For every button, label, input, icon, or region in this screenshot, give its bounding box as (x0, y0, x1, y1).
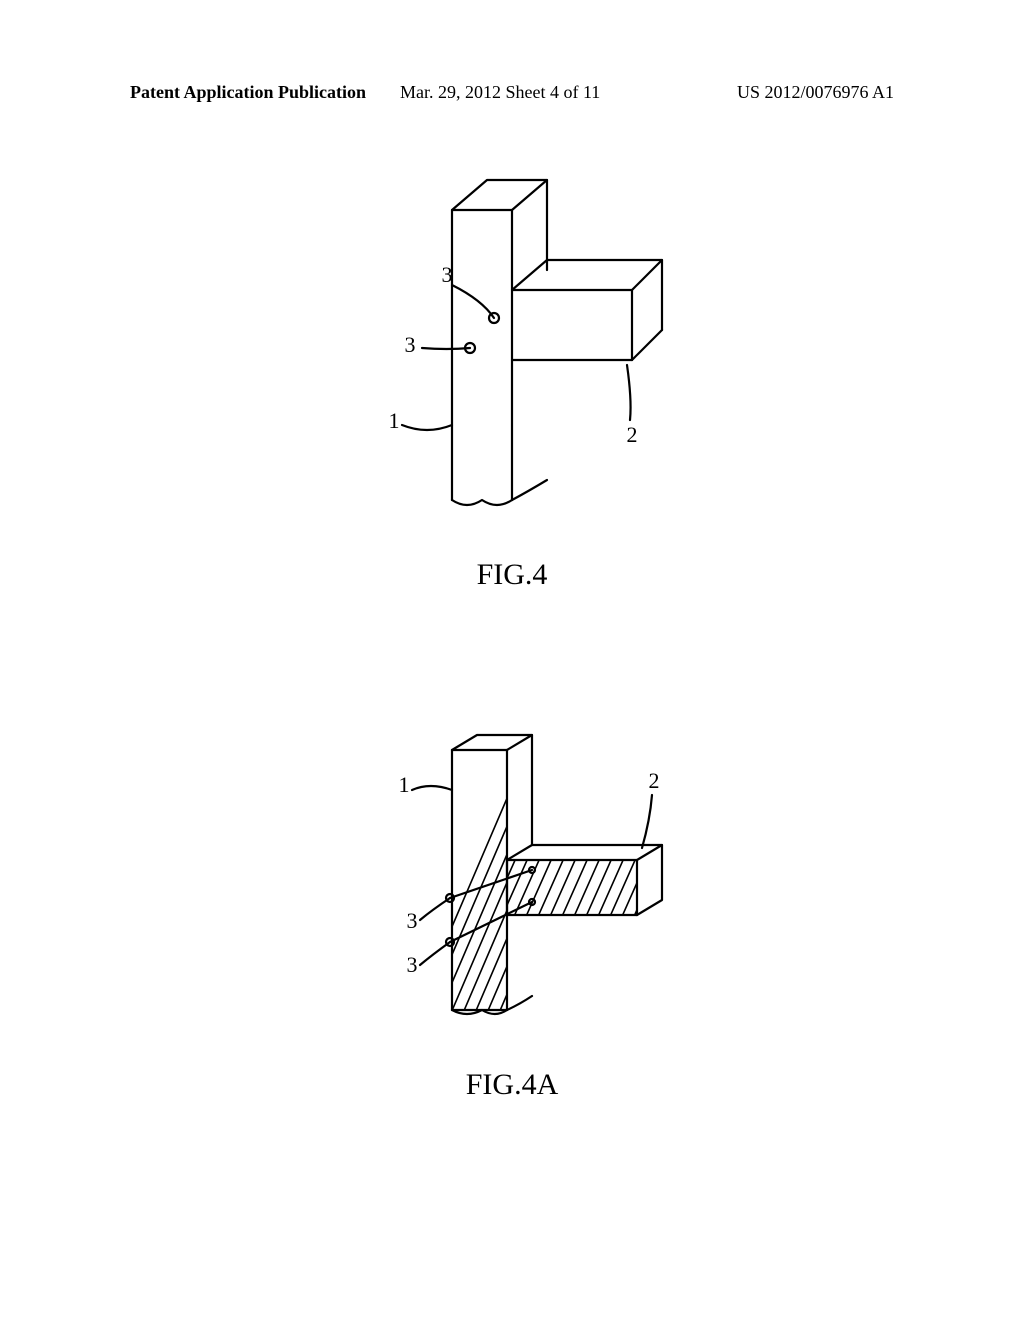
fig4-label-3a: 3 (442, 262, 453, 287)
figure-4: 3 3 1 2 FIG.4 (0, 150, 1024, 620)
fig4-label-2: 2 (627, 422, 638, 447)
fig4-label-1: 1 (389, 408, 400, 433)
fig4-label-3b: 3 (405, 332, 416, 357)
page-header: Patent Application Publication Mar. 29, … (0, 82, 1024, 110)
figure-4-svg: 3 3 1 2 (332, 150, 692, 530)
fig4a-label-2: 2 (649, 768, 660, 793)
fig4a-label-1: 1 (399, 772, 410, 797)
fig4a-label-3a: 3 (407, 908, 418, 933)
figure-4-caption: FIG.4 (0, 558, 1024, 592)
header-right: US 2012/0076976 A1 (737, 82, 894, 103)
figure-4a: 1 2 3 3 FIG.4A (0, 720, 1024, 1160)
figure-4a-caption: FIG.4A (0, 1068, 1024, 1102)
header-center: Mar. 29, 2012 Sheet 4 of 11 (400, 82, 600, 103)
fig4a-label-3b: 3 (407, 952, 418, 977)
figure-4a-svg: 1 2 3 3 (332, 720, 692, 1040)
header-left: Patent Application Publication (130, 82, 366, 103)
